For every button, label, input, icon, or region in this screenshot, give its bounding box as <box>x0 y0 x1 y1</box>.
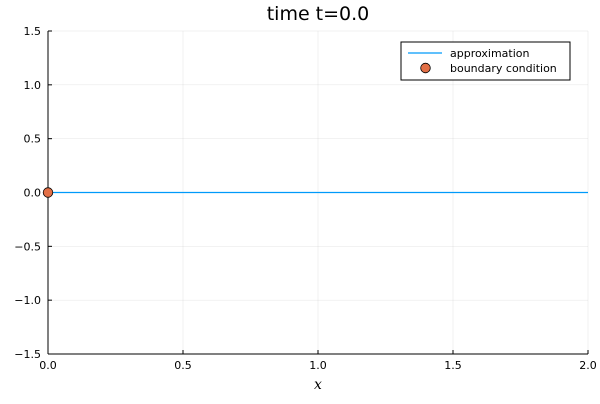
y-tick-label: 0.5 <box>24 133 42 146</box>
series-layer <box>42 187 588 198</box>
legend-approximation-label: approximation <box>450 47 529 60</box>
chart-title: time t=0.0 <box>267 3 370 25</box>
y-tick-label: 1.5 <box>24 25 42 38</box>
legend-boundary-condition-label: boundary condition <box>450 62 557 75</box>
x-tick-label: 1.5 <box>444 359 462 372</box>
x-tick-label: 1.0 <box>309 359 327 372</box>
y-tick-label: 1.0 <box>24 79 42 92</box>
y-tick-labels: −1.5 −1.0 −0.5 0.0 0.5 1.0 1.5 <box>14 25 41 361</box>
x-tick-label: 0.0 <box>39 359 57 372</box>
legend-box <box>400 41 571 81</box>
legend: approximation boundary condition <box>400 41 571 81</box>
x-tick-label: 2.0 <box>579 359 597 372</box>
y-tick-label: −1.5 <box>14 348 41 361</box>
y-tick-label: −1.0 <box>14 294 41 307</box>
x-axis-label: x <box>314 377 322 393</box>
y-tick-label: −0.5 <box>14 240 41 253</box>
x-tick-label: 0.5 <box>174 359 192 372</box>
boundary-condition-point <box>42 187 54 198</box>
legend-boundary-condition-swatch <box>420 62 431 74</box>
x-tick-labels: 0.0 0.5 1.0 1.5 2.0 <box>39 359 597 372</box>
y-tick-label: 0.0 <box>24 187 42 200</box>
